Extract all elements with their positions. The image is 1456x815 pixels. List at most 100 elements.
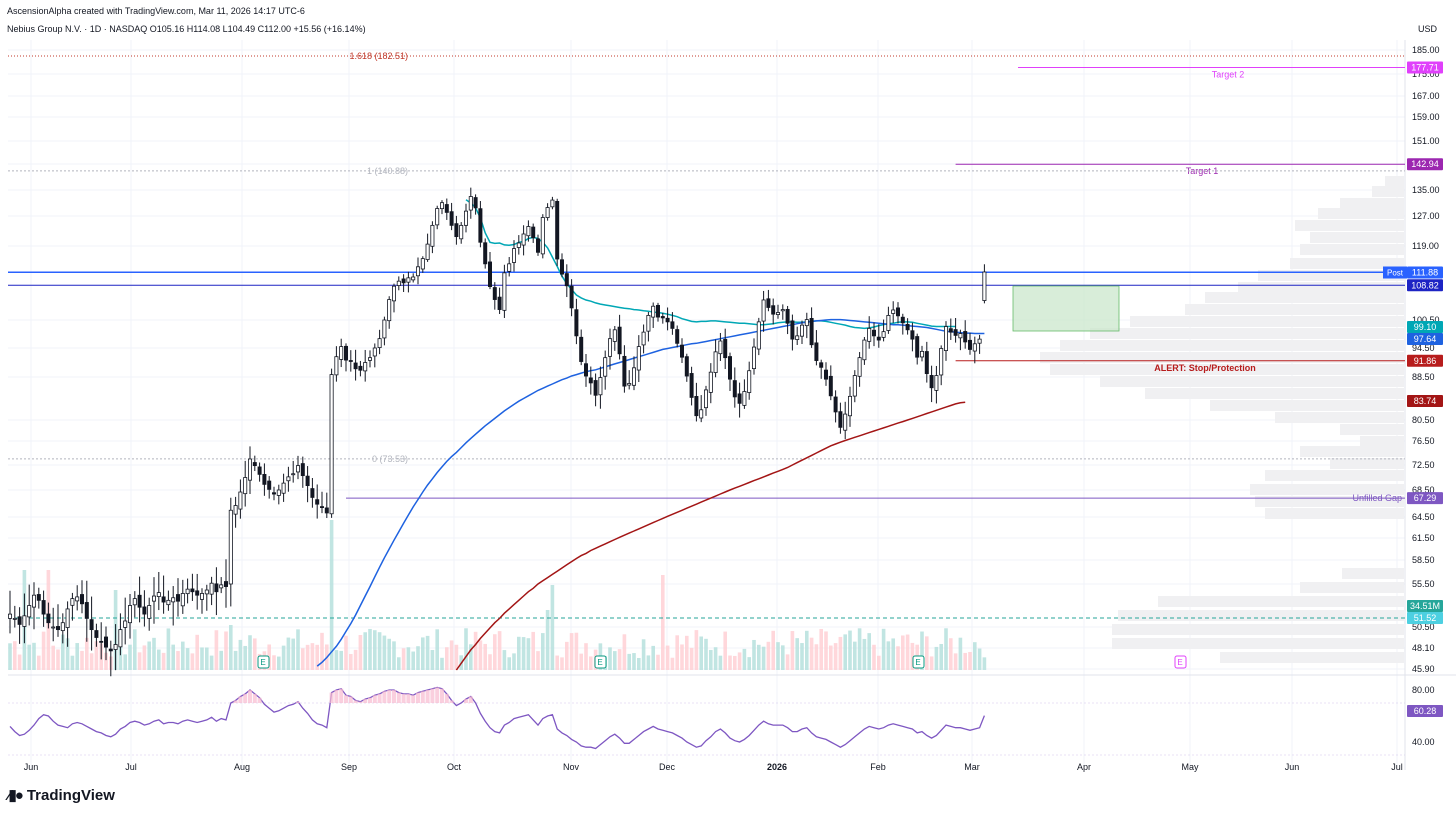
candle-body <box>17 616 22 625</box>
candle-body <box>560 259 565 275</box>
price-tick-label: 151.00 <box>1412 136 1440 146</box>
volume-bar <box>176 651 180 670</box>
volume-bar <box>41 631 46 670</box>
candle-body <box>953 329 958 336</box>
volume-bar <box>521 637 526 670</box>
candle-body <box>99 640 104 643</box>
candle-body <box>886 315 891 331</box>
volume-bar <box>699 636 703 670</box>
candle-body <box>920 350 925 358</box>
volume-profile-bar <box>1265 470 1404 481</box>
level-price-tag-prefix-text: Post <box>1387 269 1404 278</box>
volume-bar <box>507 657 511 670</box>
level-price-tag-text: 108.82 <box>1411 280 1439 290</box>
volume-profile-bar <box>1310 232 1404 243</box>
rsi-tick-label: 80.00 <box>1412 685 1435 695</box>
volume-bar <box>963 652 967 670</box>
volume-bar <box>277 656 281 670</box>
attribution-text: AscensionAlpha created with TradingView.… <box>7 6 305 16</box>
candle-body <box>593 380 598 396</box>
candle-body <box>305 475 310 487</box>
volume-bar <box>349 654 353 670</box>
volume-bar <box>8 643 12 670</box>
candle-body <box>286 476 291 482</box>
volume-bar <box>502 650 507 670</box>
volume-profile-bar <box>1112 624 1404 635</box>
volume-bar <box>560 657 564 670</box>
volume-bar <box>334 650 339 670</box>
candle-body <box>675 329 680 344</box>
volume-profile-bar <box>1185 304 1404 315</box>
symbol-title: Nebius Group N.V. · 1D · NASDAQ <box>7 24 148 34</box>
volume-bar <box>37 655 41 670</box>
candle-body <box>454 223 459 238</box>
candle-body <box>46 613 51 624</box>
volume-bar <box>877 655 881 670</box>
candle-body <box>977 338 982 344</box>
candle-body <box>185 588 190 595</box>
volume-bar <box>497 631 502 670</box>
volume-bar <box>709 649 713 670</box>
level-price-tag <box>1407 492 1443 505</box>
volume-bar <box>814 644 819 670</box>
volume-bar <box>229 625 233 670</box>
candle-body <box>612 329 617 342</box>
earnings-marker-label: E <box>1177 658 1182 667</box>
candle-body <box>881 331 886 338</box>
volume-bar <box>843 634 847 670</box>
volume-bar <box>800 643 804 670</box>
volume-bar <box>469 644 473 670</box>
candle-body <box>713 351 718 373</box>
candle-body <box>478 208 483 243</box>
volume-bar <box>248 635 252 670</box>
candle-body <box>439 202 444 210</box>
volume-profile-bar <box>1318 208 1404 219</box>
volume-bar <box>425 635 430 670</box>
volume-bar <box>70 655 75 670</box>
volume-bar <box>848 630 852 670</box>
volume-bar <box>670 657 675 670</box>
volume-bar <box>968 651 972 670</box>
moving-average-line <box>465 199 956 330</box>
candle-body <box>843 413 848 431</box>
volume-bar <box>713 647 718 670</box>
volume-profile-bar <box>1340 198 1404 209</box>
volume-bar <box>454 644 459 670</box>
candle-body <box>526 226 531 237</box>
level-price-tag-prefix <box>1383 266 1407 279</box>
candle-body <box>512 248 517 263</box>
candle-body <box>761 299 766 322</box>
candle-body <box>891 309 896 314</box>
candle-body <box>468 196 473 211</box>
candle-body <box>814 342 819 361</box>
candle-body <box>334 356 339 376</box>
volume-profile-bar <box>1330 458 1404 469</box>
volume-bar <box>200 647 204 670</box>
volume-bar <box>584 643 588 670</box>
candle-body <box>430 224 435 247</box>
candle-body <box>171 597 176 603</box>
candle-body <box>732 380 737 398</box>
candle-body <box>819 362 824 368</box>
volume-bar <box>363 632 367 670</box>
volume-bar <box>123 654 127 670</box>
volume-bar <box>939 643 943 670</box>
volume-bar <box>632 653 636 670</box>
volume-profile-bar <box>1145 388 1404 399</box>
volume-bar <box>75 643 79 670</box>
candle-body <box>800 324 805 337</box>
candle-body <box>137 594 142 608</box>
candle-body <box>238 491 243 510</box>
volume-bar <box>617 649 622 670</box>
candle-body <box>718 340 723 355</box>
volume-bar <box>464 628 468 670</box>
volume-profile-bar <box>1158 596 1404 607</box>
candle-body <box>75 596 80 602</box>
volume-profile-bar <box>1340 424 1404 435</box>
ohlc-values: O105.16 H114.08 L104.49 C112.00 +15.56 (… <box>149 24 366 34</box>
volume-profile-bar <box>1118 610 1404 621</box>
volume-profile-bar <box>1275 412 1404 423</box>
volume-bar <box>718 655 723 670</box>
price-tick-label: 127.00 <box>1412 211 1440 221</box>
